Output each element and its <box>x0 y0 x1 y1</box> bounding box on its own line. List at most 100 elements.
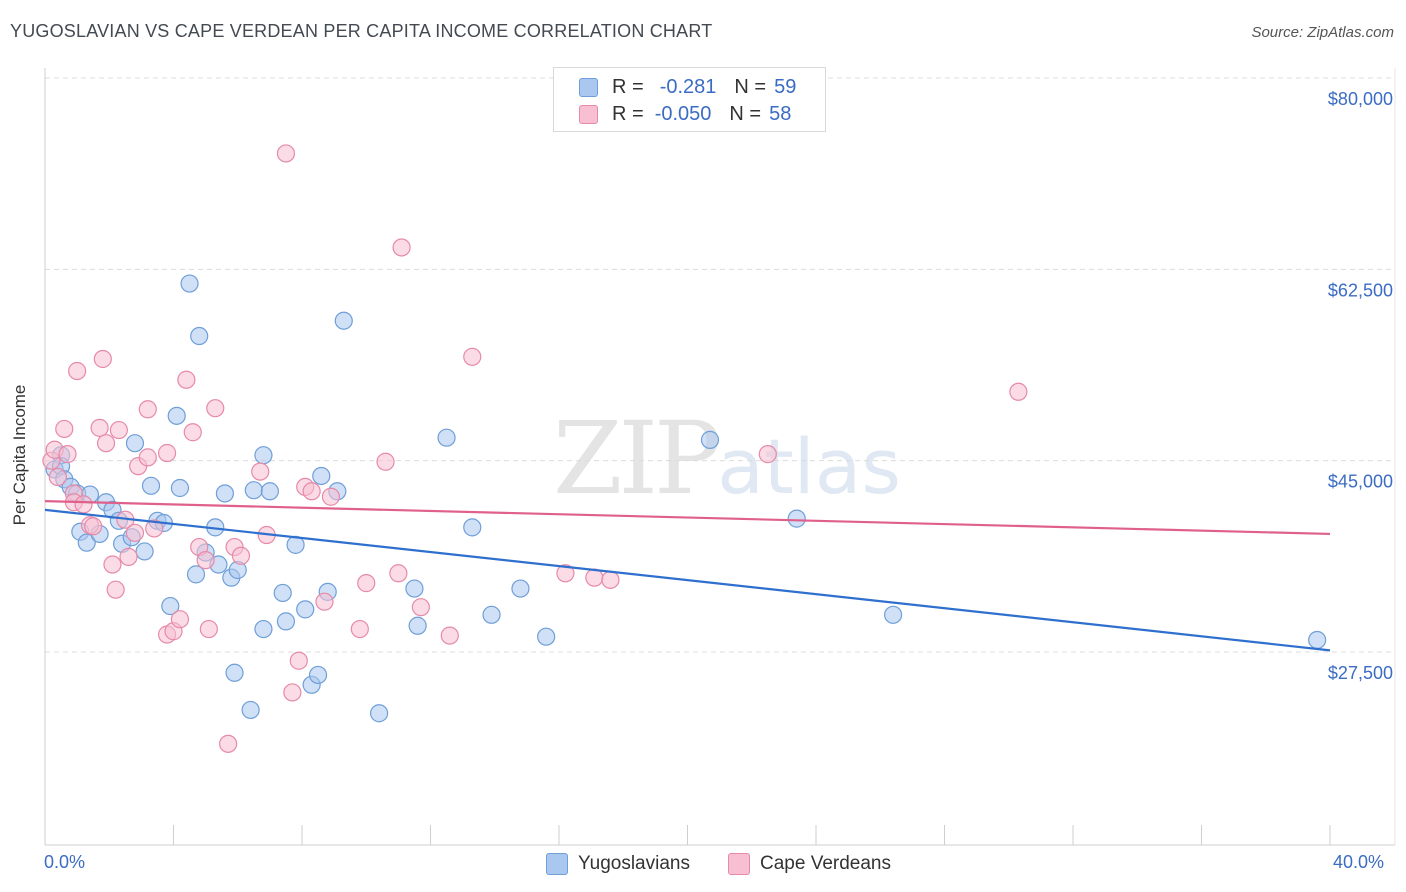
chart-title: YUGOSLAVIAN VS CAPE VERDEAN PER CAPITA I… <box>10 21 713 41</box>
yugoslavians-trend-line <box>44 508 1331 652</box>
cape-verdean-point <box>219 734 238 753</box>
cape-verdean-point <box>84 517 103 536</box>
yugoslavian-point <box>141 476 161 495</box>
yugoslavian-point <box>312 466 331 486</box>
cape-verdean-point <box>183 423 202 442</box>
cape-verdean-point <box>283 683 302 702</box>
yugoslavian-point <box>186 565 206 584</box>
cape-verdean-point <box>376 452 395 471</box>
cape-verdean-point <box>145 519 164 538</box>
cape-verdean-point <box>276 144 296 163</box>
cape-verdean-point <box>96 434 116 453</box>
y-tick-label: $45,000 <box>1328 472 1393 492</box>
legend-r-label: R = <box>612 75 644 98</box>
cape-verdean-point <box>58 445 77 464</box>
yugoslavian-point <box>167 406 186 425</box>
legend-n-value: 59 <box>774 75 797 98</box>
yugoslavian-point <box>482 605 501 624</box>
cape-verdean-point <box>199 619 218 639</box>
cape-verdean-point <box>109 420 128 440</box>
cape-verdean-point <box>90 418 109 437</box>
cape-verdean-point <box>55 419 74 439</box>
cape-verdean-point <box>74 495 93 514</box>
cape-verdean-point <box>556 564 575 583</box>
yugoslavian-point <box>225 663 244 682</box>
yugoslavian-point <box>883 605 903 624</box>
cape-verdean-point <box>170 610 190 629</box>
yugoslavian-point <box>370 704 389 723</box>
cape-verdeans-swatch <box>728 853 750 875</box>
legend-n-value: 58 <box>769 102 792 125</box>
correlation-legend: R = -0.281 N = 59 R = -0.050 N = 58 <box>553 67 826 132</box>
legend-n-label: N = <box>734 75 767 98</box>
y-tick-label: $80,000 <box>1328 89 1393 109</box>
yugoslavian-point <box>537 627 556 646</box>
axes <box>44 68 1396 846</box>
cape-verdean-point <box>106 580 125 599</box>
yugoslavian-point <box>180 274 199 293</box>
y-tick-label: $27,500 <box>1328 663 1393 683</box>
yugoslavian-point <box>334 311 353 330</box>
legend-r-label: R = <box>612 102 644 125</box>
yugoslavian-point <box>437 428 456 447</box>
yugoslavian-point <box>241 700 260 720</box>
y-tick-labels: $27,500 $45,000 $62,500 $80,000 <box>1328 89 1393 683</box>
cape-verdean-point <box>138 400 157 419</box>
yugoslavian-point <box>308 665 328 685</box>
yugoslavian-point <box>700 430 720 449</box>
yugoslavian-point <box>254 619 273 639</box>
yugoslavian-point <box>125 434 145 453</box>
yugoslavian-point <box>170 478 190 498</box>
yugoslavian-point <box>405 579 424 598</box>
yugoslavian-point <box>244 481 263 500</box>
cape-verdean-point <box>93 349 112 369</box>
yugoslavian-point <box>296 600 315 619</box>
yugoslavian-point <box>260 482 279 501</box>
cape-verdean-point <box>758 445 777 464</box>
watermark-atlas: atlas <box>717 422 901 511</box>
yugoslavian-point <box>276 612 296 631</box>
yugoslavians-label: Yugoslavians <box>578 853 690 874</box>
legend-n-label: N = <box>729 102 762 125</box>
yugoslavian-point <box>161 596 180 616</box>
cape-verdean-point <box>392 238 411 257</box>
cape-verdean-point <box>350 619 369 639</box>
cape-verdean-point <box>231 546 251 565</box>
cape-verdean-point <box>206 399 225 418</box>
cape-verdean-point <box>103 555 122 574</box>
yugoslavian-point <box>215 484 234 503</box>
cape-verdean-point <box>138 448 157 467</box>
yugoslavian-point <box>135 542 154 561</box>
cape-verdean-point <box>157 443 177 463</box>
legend-r-value: -0.050 <box>654 102 712 125</box>
watermark: ZIPatlas <box>553 400 901 517</box>
cape-verdean-point <box>389 564 408 583</box>
cape-verdean-point <box>48 467 67 487</box>
trend-lines <box>44 500 1331 652</box>
legend-row-yugoslavians: R = -0.281 N = 59 <box>579 75 796 99</box>
cape-verdean-point <box>68 361 87 381</box>
yugoslavian-point <box>787 509 806 528</box>
y-tick-label: $62,500 <box>1328 280 1393 300</box>
yugoslavian-point <box>77 533 96 552</box>
cape-verdean-point <box>440 626 459 645</box>
cape-verdean-point <box>302 482 321 501</box>
data-points <box>42 144 1327 753</box>
cape-verdean-point <box>1009 382 1028 401</box>
yugoslavian-point <box>1308 630 1327 650</box>
cape-verdean-point <box>601 570 620 589</box>
cape-verdean-point <box>411 598 430 617</box>
yugoslavian-point <box>190 326 209 346</box>
yugoslavian-point <box>273 583 292 603</box>
cape-verdean-point <box>196 551 215 570</box>
yugoslavian-point <box>408 616 427 635</box>
bottom-legend-yugoslavians: Yugoslavians <box>546 851 690 877</box>
cape-verdean-point <box>321 487 341 506</box>
yugoslavian-point <box>463 518 482 537</box>
cape-verdean-point <box>463 347 482 366</box>
yugoslavian-point <box>511 579 530 598</box>
source-label: Source: ZipAtlas.com <box>1251 24 1394 41</box>
cape-verdean-point <box>315 592 334 611</box>
cape-verdean-point <box>251 462 270 481</box>
